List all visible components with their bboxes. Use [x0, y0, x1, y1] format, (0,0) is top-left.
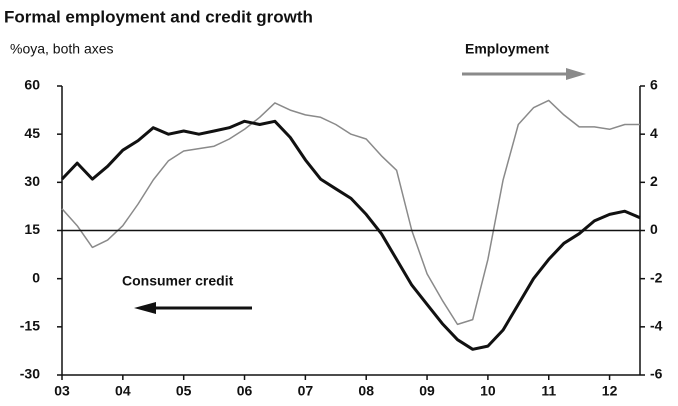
y2-tick-label: -2 [650, 269, 663, 285]
employment-label: Employment [465, 41, 549, 57]
y-tick-label: -30 [20, 366, 40, 382]
credit-arrowhead [134, 302, 156, 314]
y-tick-label: -15 [20, 318, 40, 334]
x-tick-label: 10 [480, 383, 496, 399]
y-tick-label: 60 [24, 77, 40, 93]
x-tick-label: 04 [115, 383, 131, 399]
chart-subtitle: %oya, both axes [10, 41, 114, 57]
y2-tick-label: 6 [650, 77, 658, 93]
y-tick-label: 30 [24, 173, 40, 189]
x-tick-label: 08 [358, 383, 374, 399]
y2-tick-label: -6 [650, 366, 663, 382]
x-tick-label: 11 [541, 383, 556, 399]
y-tick-label: 0 [32, 269, 40, 285]
series-line [60, 119, 641, 351]
x-tick-label: 06 [237, 383, 253, 399]
y-tick-label: 45 [24, 125, 40, 141]
x-tick-label: 03 [54, 383, 70, 399]
x-tick-label: 09 [419, 383, 435, 399]
employment-arrowhead [566, 68, 586, 80]
series-line [61, 99, 640, 326]
x-tick-label: 05 [176, 383, 192, 399]
y2-tick-label: 2 [650, 173, 658, 189]
y2-tick-label: -4 [650, 318, 663, 334]
y2-tick-label: 4 [650, 125, 658, 141]
chart-title: Formal employment and credit growth [4, 7, 313, 26]
x-tick-label: 12 [602, 383, 618, 399]
credit-label: Consumer credit [122, 273, 234, 289]
x-tick-label: 07 [298, 383, 314, 399]
y-tick-label: 15 [24, 221, 40, 237]
y2-tick-label: 0 [650, 221, 658, 237]
